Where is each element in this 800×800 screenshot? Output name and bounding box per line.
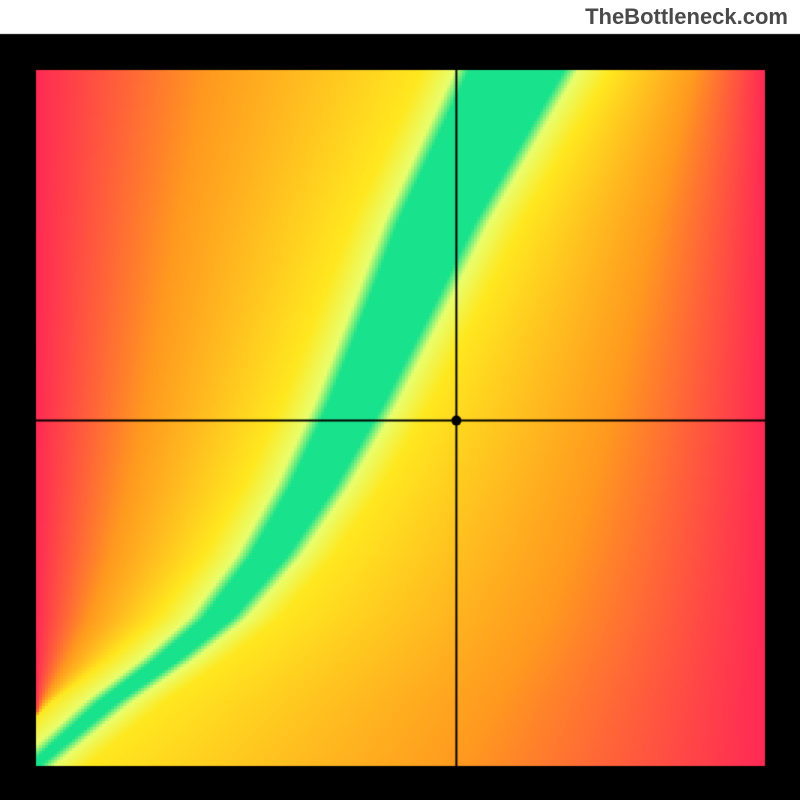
watermark-text: TheBottleneck.com — [585, 4, 788, 30]
bottleneck-heatmap — [0, 0, 800, 800]
